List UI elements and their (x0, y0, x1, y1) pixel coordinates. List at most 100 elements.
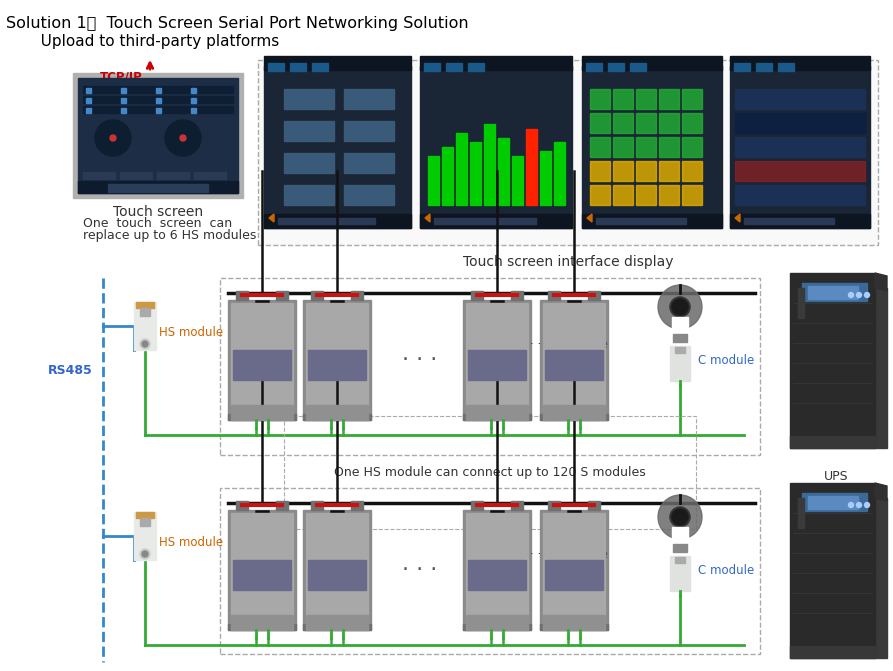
Bar (588, 291, 600, 300)
Circle shape (110, 135, 116, 141)
Circle shape (140, 549, 150, 559)
Bar (540, 624, 608, 630)
Bar (802, 283, 867, 301)
Bar (191, 108, 196, 113)
Bar (231, 615, 293, 630)
Bar (511, 291, 523, 300)
Text: · · · S module: · · · S module (530, 338, 608, 352)
Circle shape (672, 299, 688, 315)
Polygon shape (735, 214, 740, 222)
Bar (83, 106, 233, 113)
Bar (306, 615, 368, 630)
Bar (590, 161, 610, 181)
Bar (543, 513, 605, 627)
Bar (548, 291, 560, 300)
Bar (582, 214, 722, 228)
Bar (276, 501, 288, 510)
Bar (306, 513, 368, 627)
Bar (808, 286, 858, 299)
Text: C module: C module (698, 564, 755, 576)
Circle shape (864, 293, 870, 297)
Bar (463, 414, 531, 420)
Circle shape (864, 503, 870, 507)
Bar (308, 350, 366, 380)
Bar (672, 317, 688, 329)
Bar (312, 63, 328, 71)
Bar (236, 501, 248, 510)
Circle shape (848, 503, 854, 507)
Bar (344, 89, 394, 109)
Bar (134, 512, 156, 560)
Bar (735, 113, 865, 133)
Bar (303, 414, 371, 420)
Text: UPS: UPS (823, 470, 848, 483)
Bar (526, 129, 537, 205)
Bar (466, 615, 528, 630)
Polygon shape (269, 214, 274, 222)
Circle shape (140, 339, 150, 349)
Bar (543, 405, 605, 420)
Bar (875, 288, 887, 448)
Bar (673, 334, 687, 342)
Bar (682, 185, 702, 205)
Bar (590, 185, 610, 205)
Bar (636, 89, 656, 109)
Bar (778, 63, 794, 71)
Bar (730, 56, 870, 70)
Bar (236, 291, 248, 300)
Bar (191, 88, 196, 93)
Bar (540, 510, 608, 630)
Bar (636, 137, 656, 157)
Bar (471, 501, 483, 510)
Bar (734, 63, 750, 71)
Bar (673, 544, 687, 552)
Bar (284, 89, 334, 109)
Bar (231, 513, 293, 627)
Bar (284, 153, 334, 173)
Bar (545, 560, 603, 590)
Bar (548, 501, 560, 510)
Bar (659, 161, 679, 181)
Polygon shape (587, 214, 592, 222)
Bar (466, 303, 528, 417)
Bar (284, 89, 334, 109)
Bar (630, 63, 646, 71)
Bar (303, 300, 371, 420)
Bar (798, 498, 804, 528)
Polygon shape (875, 273, 887, 291)
Bar (744, 218, 834, 224)
Bar (554, 142, 565, 205)
Bar (194, 172, 226, 179)
Circle shape (672, 509, 688, 525)
Bar (613, 89, 633, 109)
Bar (86, 88, 91, 93)
Bar (284, 121, 334, 141)
Circle shape (165, 120, 201, 156)
Bar (83, 86, 233, 93)
Circle shape (670, 507, 690, 527)
Bar (468, 560, 526, 590)
Polygon shape (425, 214, 430, 222)
Bar (613, 137, 633, 157)
Text: Touch screen: Touch screen (113, 205, 203, 219)
Text: HS module: HS module (159, 325, 223, 338)
Polygon shape (875, 483, 887, 501)
Text: UPS: UPS (823, 670, 848, 671)
Bar (120, 172, 152, 179)
Bar (636, 113, 656, 133)
Bar (303, 624, 371, 630)
Text: Upload to third-party platforms: Upload to third-party platforms (26, 34, 280, 49)
Bar (670, 556, 690, 591)
Bar (121, 108, 126, 113)
Circle shape (142, 341, 148, 347)
Bar (284, 153, 334, 173)
Bar (675, 557, 685, 563)
Bar (434, 218, 536, 224)
Bar (735, 161, 865, 181)
Bar (83, 96, 233, 103)
Bar (258, 60, 878, 245)
Bar (588, 501, 600, 510)
Circle shape (856, 293, 862, 297)
Bar (543, 615, 605, 630)
Bar (672, 527, 688, 539)
